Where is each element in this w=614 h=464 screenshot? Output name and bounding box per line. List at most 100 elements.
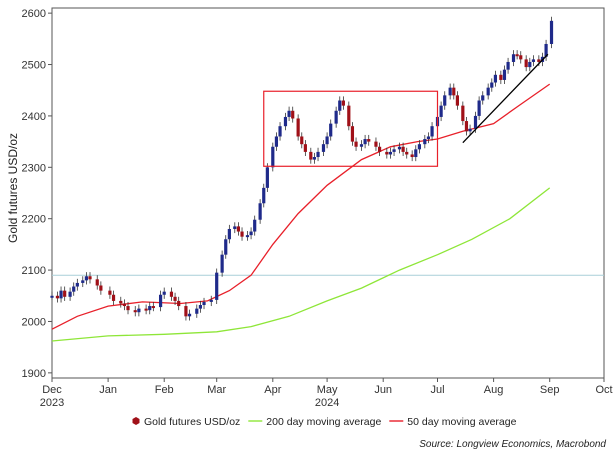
y-tick-label: 2400 — [22, 111, 46, 123]
price-bar — [363, 134, 367, 149]
price-body — [316, 151, 320, 158]
y-axis-title: Gold futures USD/oz — [6, 133, 20, 243]
price-body — [448, 87, 452, 96]
price-body — [309, 151, 313, 160]
price-bar — [405, 147, 409, 159]
price-bar — [236, 222, 241, 236]
price-body — [68, 291, 72, 297]
price-bar — [262, 183, 266, 208]
ma50-line — [51, 83, 551, 330]
price-bar — [148, 301, 152, 315]
price-bar — [144, 304, 148, 315]
price-bar — [233, 222, 237, 234]
legend-label: 50 day moving average — [407, 416, 516, 428]
price-body — [388, 151, 393, 155]
price-body — [367, 139, 371, 142]
price-body — [515, 54, 519, 57]
price-body — [511, 54, 516, 62]
axes-layer: 1900 2000 2100 2200 2300 2400 2500 2600 Dec Jan Fe… — [22, 8, 613, 409]
price-bar — [493, 70, 498, 87]
price-body — [133, 310, 137, 313]
price-body — [329, 123, 333, 137]
price-bar — [528, 57, 532, 72]
price-body — [414, 149, 418, 158]
price-bar — [321, 140, 326, 156]
price-body — [111, 294, 116, 301]
price-body — [468, 128, 472, 132]
price-body — [75, 282, 79, 287]
price-bar — [126, 301, 130, 315]
price-bar — [209, 295, 213, 307]
price-bar — [455, 91, 460, 110]
price-bar — [215, 268, 219, 304]
price-body — [493, 74, 498, 83]
price-body — [287, 110, 291, 117]
price-bar — [452, 83, 456, 100]
x-tick-label: Feb — [155, 384, 174, 396]
price-body — [151, 306, 155, 309]
price-bar — [338, 96, 342, 115]
x-tick-label: May — [317, 384, 338, 396]
price-body — [417, 144, 421, 150]
price-body — [209, 299, 213, 302]
price-bar — [481, 91, 485, 105]
price-body — [549, 20, 554, 44]
price-body — [354, 141, 358, 147]
price-body — [162, 291, 166, 295]
price-body — [84, 276, 88, 281]
price-bar — [283, 112, 288, 131]
series-layer — [50, 16, 554, 342]
price-body — [392, 149, 396, 152]
x-tick-label: Mar — [207, 384, 226, 396]
price-bar — [95, 275, 99, 290]
price-bar — [75, 278, 79, 291]
price-body — [519, 55, 523, 60]
price-body — [249, 231, 253, 236]
price-bar — [397, 142, 402, 154]
price-bar — [309, 147, 313, 164]
price-body — [486, 87, 490, 96]
price-bar — [72, 282, 76, 296]
price-body — [271, 146, 275, 168]
price-bar — [224, 235, 228, 259]
price-bar — [99, 281, 103, 295]
price-body — [262, 187, 266, 204]
price-bar — [461, 101, 465, 126]
price-body — [265, 167, 269, 188]
legend-item: 50 day moving average — [389, 416, 517, 428]
price-body — [296, 118, 300, 137]
trendline — [462, 53, 549, 144]
price-body — [126, 306, 130, 311]
price-bar — [50, 291, 54, 300]
legend: Gold futures USD/oz 200 day moving averag… — [132, 416, 517, 428]
price-bar — [245, 231, 250, 241]
legend-item: 200 day moving average — [248, 416, 381, 428]
price-body — [300, 136, 304, 145]
price-body — [240, 231, 244, 237]
price-body — [377, 146, 382, 152]
price-body — [430, 126, 434, 137]
price-bar — [274, 132, 279, 151]
x-tick-label: Jul — [430, 384, 444, 396]
price-bar — [502, 65, 507, 85]
price-bar — [417, 140, 421, 154]
ma200-line — [51, 187, 551, 342]
price-bar — [334, 106, 338, 128]
price-body — [321, 144, 326, 152]
price-bar — [531, 55, 536, 67]
price-body — [473, 115, 478, 129]
price-bar — [240, 227, 244, 241]
price-body — [148, 306, 152, 311]
y-tick-label: 2600 — [22, 8, 46, 20]
price-bar — [464, 116, 469, 136]
price-body — [108, 290, 112, 295]
price-body — [374, 141, 378, 147]
price-body — [524, 59, 528, 68]
price-bar — [392, 145, 396, 156]
price-body — [144, 308, 148, 311]
price-bar — [468, 124, 472, 136]
price-bar — [388, 147, 393, 159]
price-body — [72, 286, 76, 292]
price-bar — [430, 122, 434, 141]
price-body — [50, 295, 54, 298]
